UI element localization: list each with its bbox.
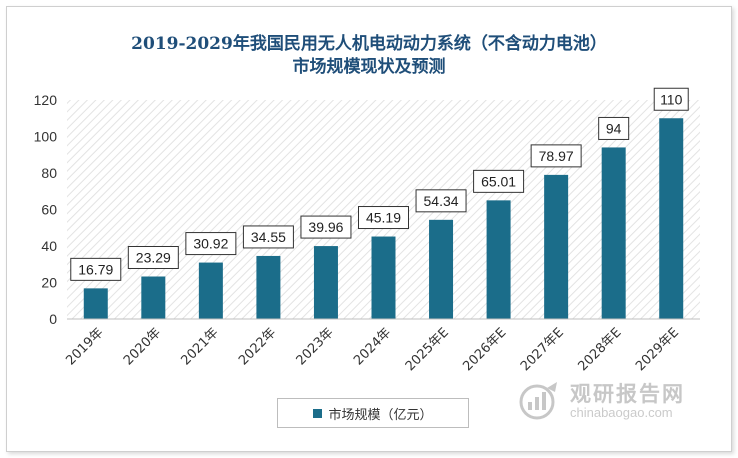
bar [141, 276, 166, 319]
legend: 市场规模（亿元） [277, 398, 469, 428]
x-tick-label: 2029年E [633, 325, 682, 374]
x-tick-label: 2024年 [351, 325, 394, 368]
bar [198, 262, 223, 319]
watermark: 观研报告网 chinabaogao.com [515, 378, 715, 428]
data-label: 110 [660, 91, 683, 107]
bar [544, 174, 569, 319]
watermark-text-cn: 观研报告网 [570, 382, 685, 406]
data-label-box [127, 245, 179, 269]
data-label: 78.97 [539, 148, 574, 164]
data-label: 34.55 [251, 229, 286, 245]
bar [429, 219, 454, 319]
data-label-box [185, 232, 237, 256]
data-label: 16.79 [78, 261, 113, 277]
y-tick-label: 100 [34, 129, 58, 145]
data-label-box [242, 225, 294, 249]
watermark-logo-icon [519, 382, 557, 420]
data-label: 54.34 [424, 193, 459, 209]
data-label-box [598, 116, 630, 140]
bar [659, 118, 684, 319]
x-tick-label: 2028年E [575, 325, 624, 374]
legend-swatch [313, 408, 323, 418]
x-tick-label: 2022年 [236, 325, 279, 368]
data-label: 94 [606, 120, 622, 136]
x-tick-label: 2021年 [178, 325, 221, 368]
x-tick-label: 2019年 [63, 325, 106, 368]
bar [601, 147, 626, 319]
data-label-box [358, 206, 409, 230]
y-tick-label: 0 [49, 311, 57, 327]
chart-title-line2: 市场规模现状及预测 [292, 57, 446, 77]
data-label: 45.19 [366, 210, 401, 226]
data-label-box [70, 257, 122, 281]
bar [371, 236, 396, 319]
legend-label: 市场规模（亿元） [328, 407, 433, 423]
y-tick-label: 60 [41, 202, 57, 218]
data-label: 65.01 [481, 173, 516, 189]
bar [83, 288, 108, 319]
y-tick-label: 80 [41, 165, 57, 181]
data-label-box [300, 215, 352, 239]
data-label: 39.96 [308, 219, 343, 235]
watermark-text-en: chinabaogao.com [570, 405, 673, 420]
data-label: 30.92 [193, 236, 228, 252]
data-label-box [473, 169, 525, 193]
bar [486, 200, 511, 319]
chart-title-line1: 2019-2029年我国民用无人机电动动力系统（不含动力电池） [131, 34, 607, 54]
data-label-box [653, 87, 689, 111]
y-tick-label: 40 [41, 238, 57, 254]
data-label-box [415, 189, 467, 213]
y-tick-label: 20 [41, 275, 57, 291]
x-tick-label: 2023年 [294, 325, 337, 368]
bar [256, 255, 281, 319]
y-tick-label: 120 [34, 92, 58, 108]
x-tick-label: 2027年E [518, 325, 567, 374]
x-tick-label: 2025年E [403, 325, 452, 374]
data-label-box [530, 144, 582, 168]
x-tick-label: 2020年 [121, 325, 164, 368]
data-label: 23.29 [136, 249, 171, 265]
bar [313, 246, 338, 319]
x-tick-label: 2026年E [460, 325, 509, 374]
